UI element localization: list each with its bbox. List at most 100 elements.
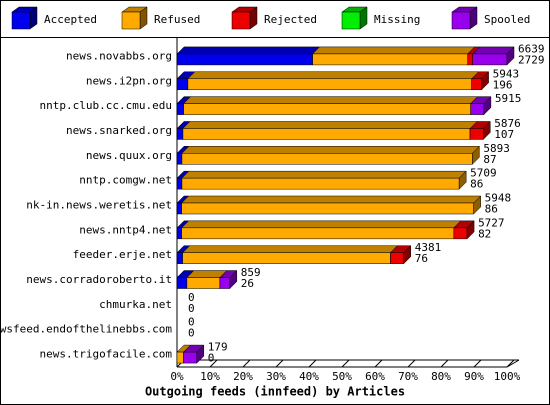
bar-side [472,145,480,165]
side-label: 107 [494,128,514,141]
side-label: 2729 [518,53,545,66]
side-label: 5915 [495,92,522,105]
bar-segment [176,351,184,364]
legend-label: Accepted [44,13,97,26]
x-tick-label: 30% [266,370,286,383]
legend-label: Spooled [484,13,530,26]
side-label: 76 [415,252,428,265]
bar-top [181,146,480,154]
bar-segment [472,53,508,66]
x-tick [374,359,383,368]
bar-segment [176,78,189,91]
x-tick [341,359,350,368]
category-label: news.nntp4.net [79,223,172,236]
bar-top [182,121,478,129]
side-label: 26 [241,277,254,290]
side-label: 0 [188,327,195,340]
side-label: 196 [493,78,513,91]
bar-segment [471,78,482,91]
bar-segment [181,202,474,215]
side-label: 5727 [478,216,505,229]
bar-segment [469,128,484,140]
x-tick-label: 20% [233,370,253,383]
legend-swatch [231,11,251,30]
legend-label: Missing [374,13,420,26]
bar-segment [176,153,183,165]
bar-top [182,96,479,104]
bar-top [181,170,467,179]
category-label: nntp.club.cc.cmu.edu [40,99,172,112]
bar-segment [390,252,404,264]
side-label: 0 [208,352,215,365]
side-label: 87 [483,153,496,166]
bar-side [482,120,491,141]
x-tick [407,359,416,368]
x-tick-label: 40% [299,370,319,383]
side-label: 6639 [518,42,545,55]
category-label: nk-in.news.weretis.net [26,199,172,212]
side-label: 5943 [493,67,519,80]
side-label: 5876 [494,117,521,130]
bar-top [312,46,476,55]
legend-label: Rejected [264,13,317,26]
x-tick [275,359,284,368]
bar-top [181,220,462,229]
bar-side [403,245,411,265]
bar-side [483,96,492,116]
bar-segment [470,103,485,115]
category-label: chmurka.net [99,298,172,311]
bar-segment [182,128,471,140]
side-label: 0 [188,316,195,329]
side-label: 5893 [483,142,510,155]
x-tick [209,359,218,368]
side-label: 179 [208,341,228,354]
category-label: news.trigofacile.com [40,348,173,361]
x-tick-label: 70% [398,370,418,383]
x-tick-label: 90% [464,370,484,383]
bar-segment [176,53,313,66]
bar-top [182,245,399,253]
legend-swatch [11,11,31,30]
legend-swatch [121,11,141,30]
bar-side [473,195,481,215]
category-label: news.quux.org [86,149,172,162]
bar-segment [219,277,231,289]
bar-segment [183,351,198,364]
bar-segment [181,177,460,190]
bar-top [176,46,321,55]
side-label: 859 [241,266,261,279]
bar-side [229,269,238,290]
bar-segment [176,227,182,240]
x-tick [242,359,251,368]
side-label: 4381 [415,241,442,254]
x-tick [506,359,515,368]
side-label: 0 [188,291,195,304]
legend-swatch [341,11,361,30]
bar-side [458,170,467,190]
bar-side [481,71,489,91]
category-label: news.novabbs.org [66,49,172,62]
category-label: news.corradoroberto.it [26,273,172,286]
bar-side [466,220,475,240]
bar-segment [187,78,472,91]
bar-segment [186,277,221,289]
bar-segment [176,177,183,190]
bar-segment [181,227,455,240]
side-label: 5709 [470,167,497,180]
bar-segment [181,153,473,165]
category-label: nntp.comgw.net [79,174,172,187]
bar-top [181,195,482,204]
bar-segment [176,277,188,289]
bar-segment [176,128,184,140]
bar-segment [453,227,468,240]
side-label: 86 [470,178,483,191]
x-tick-label: 10% [200,370,220,383]
side-label: 5948 [485,192,512,205]
x-tick-label: 60% [365,370,385,383]
bar-segment [182,252,391,264]
category-label: news.snarked.org [66,124,172,137]
bar-top [187,71,480,80]
side-label: 86 [485,203,498,216]
side-label: 82 [478,227,491,240]
